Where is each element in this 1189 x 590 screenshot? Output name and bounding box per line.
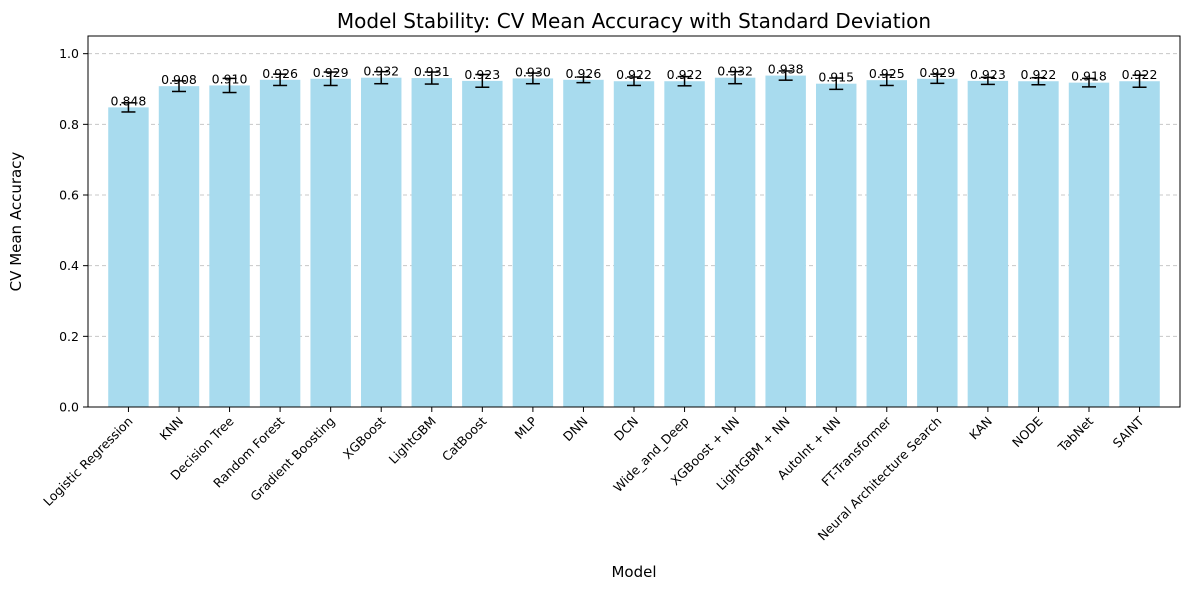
value-label: 0.932 bbox=[363, 64, 399, 79]
bar bbox=[411, 78, 452, 408]
value-label: 0.932 bbox=[717, 64, 753, 79]
chart-title: Model Stability: CV Mean Accuracy with S… bbox=[337, 9, 931, 33]
y-tick-label: 0.8 bbox=[59, 117, 79, 132]
value-label: 0.929 bbox=[313, 65, 349, 80]
bar bbox=[664, 81, 705, 407]
bar bbox=[816, 83, 857, 407]
bar bbox=[209, 85, 250, 407]
value-label: 0.922 bbox=[616, 67, 652, 82]
bar bbox=[1119, 81, 1160, 407]
value-label: 0.923 bbox=[970, 67, 1006, 82]
value-label: 0.915 bbox=[818, 70, 854, 85]
value-label: 0.938 bbox=[768, 62, 804, 77]
value-label: 0.922 bbox=[1122, 67, 1158, 82]
value-label: 0.931 bbox=[414, 64, 450, 79]
error-bars bbox=[121, 70, 1147, 113]
bar bbox=[310, 78, 351, 408]
bar bbox=[158, 86, 200, 407]
value-label: 0.923 bbox=[464, 67, 500, 82]
bar bbox=[613, 81, 655, 407]
bar bbox=[866, 80, 907, 408]
value-label: 0.929 bbox=[919, 65, 955, 80]
value-label: 0.922 bbox=[667, 67, 703, 82]
y-tick-label: 0.4 bbox=[59, 258, 79, 273]
bar bbox=[462, 80, 503, 407]
value-label: 0.922 bbox=[1021, 67, 1057, 82]
bars bbox=[108, 75, 1160, 408]
bar bbox=[1068, 82, 1110, 407]
bar bbox=[967, 80, 1009, 407]
value-label: 0.925 bbox=[869, 66, 905, 81]
y-tick-label: 0.6 bbox=[59, 188, 79, 203]
bar bbox=[563, 79, 604, 408]
value-labels: 0.848 0.908 0.910 0.926 0.929 0.932 0.931 0.923… bbox=[111, 62, 1158, 109]
bar bbox=[259, 79, 301, 408]
bar bbox=[1018, 81, 1059, 407]
value-label: 0.910 bbox=[212, 71, 248, 86]
value-label: 0.918 bbox=[1071, 69, 1107, 84]
y-axis-label: CV Mean Accuracy bbox=[7, 152, 25, 292]
x-axis-label: Model bbox=[611, 563, 656, 581]
bar bbox=[108, 107, 149, 407]
value-label: 0.926 bbox=[262, 66, 298, 81]
value-label: 0.908 bbox=[161, 72, 197, 87]
bar bbox=[714, 77, 756, 408]
y-tick-label: 0.2 bbox=[59, 329, 79, 344]
value-label: 0.930 bbox=[515, 64, 551, 79]
bar bbox=[361, 77, 402, 408]
bar bbox=[917, 78, 958, 408]
value-label: 0.926 bbox=[566, 66, 602, 81]
y-tick-label: 0.0 bbox=[59, 400, 79, 415]
y-tick-label: 1.0 bbox=[59, 46, 79, 61]
y-axis-ticks: 0.0 0.2 0.4 0.6 0.8 1.0 bbox=[59, 46, 88, 415]
bar bbox=[765, 75, 806, 407]
value-label: 0.848 bbox=[111, 93, 147, 108]
bar bbox=[512, 78, 554, 408]
